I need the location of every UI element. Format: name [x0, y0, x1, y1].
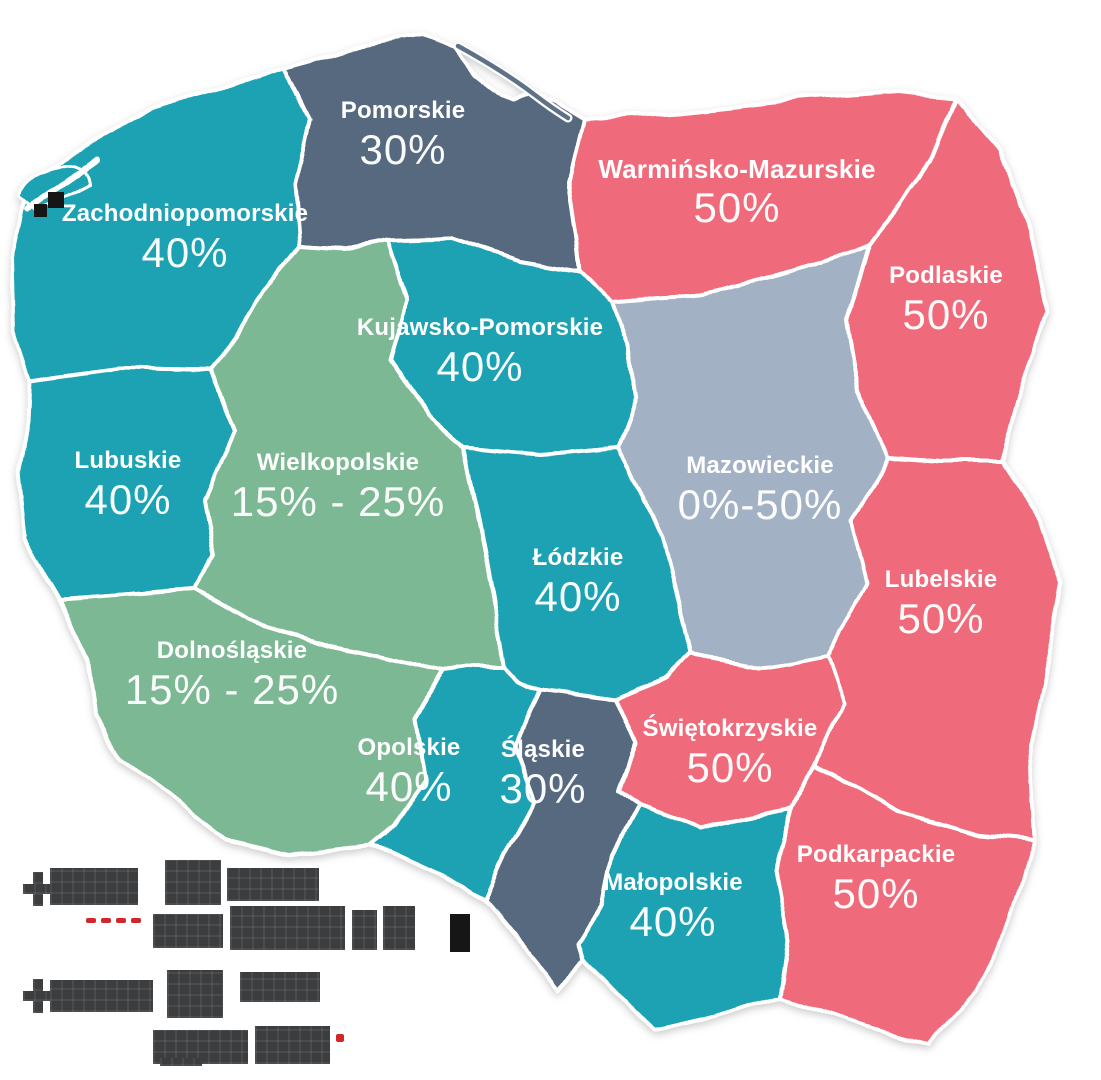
region-malopolskie	[576, 803, 794, 1034]
censor-block	[34, 204, 47, 217]
region-label-opolskie: Opolskie 40%	[358, 734, 461, 810]
region-value: 15% - 25%	[124, 666, 340, 713]
region-value: 30%	[499, 765, 587, 812]
legend-red-dash	[131, 918, 141, 923]
legend-red-dash	[101, 918, 111, 923]
region-label-podkarpackie: Podkarpackie 50%	[797, 841, 955, 917]
region-value: 50%	[686, 744, 774, 791]
region-name: Kujawsko-Pomorskie	[356, 314, 604, 341]
redacted-text-block	[160, 1058, 202, 1066]
region-label-pomorskie: Pomorskie 30%	[341, 97, 466, 173]
region-podkarpackie	[773, 763, 1037, 1047]
redacted-text-block	[230, 906, 345, 950]
censor-block	[48, 192, 64, 208]
region-label-podlaskie: Podlaskie 50%	[889, 262, 1003, 338]
region-value: 40%	[534, 573, 622, 620]
region-label-warminsko-mazurskie: Warmińsko-Mazurskie 50%	[598, 155, 875, 231]
region-label-kujawsko-pomorskie: Kujawsko-Pomorskie 40%	[357, 314, 603, 390]
region-value: 50%	[693, 184, 781, 231]
redacted-text-block	[165, 860, 221, 905]
region-value: 40%	[365, 763, 453, 810]
region-name: Pomorskie	[340, 97, 466, 124]
region-name: Wielkopolskie	[256, 449, 420, 476]
region-name: Opolskie	[357, 734, 461, 761]
redacted-text-block	[153, 914, 223, 948]
region-name: Mazowieckie	[686, 452, 834, 479]
region-value: 0%-50%	[677, 481, 843, 528]
region-label-dolnoslaskie: Dolnośląskie 15% - 25%	[125, 637, 339, 713]
region-label-malopolskie: Małopolskie 40%	[603, 869, 743, 945]
redacted-text-block	[50, 868, 138, 905]
legend-red-dash	[86, 918, 96, 923]
region-name: Podlaskie	[889, 262, 1003, 289]
region-label-mazowieckie: Mazowieckie 0%-50%	[678, 452, 843, 528]
region-name: Zachodniopomorskie	[61, 200, 309, 227]
region-name: Lubuskie	[74, 447, 182, 474]
region-name: Lubelskie	[884, 566, 998, 593]
region-label-slaskie: Śląskie 30%	[499, 736, 586, 812]
redacted-text-block	[383, 906, 415, 950]
lagoon-channel	[25, 157, 99, 211]
region-value: 40%	[629, 898, 717, 945]
region-label-zachodniopomorskie: Zachodniopomorskie 40%	[62, 200, 308, 276]
redacted-text-block	[240, 972, 320, 1002]
redacted-text-block	[352, 910, 377, 950]
region-value: 15% - 25%	[230, 478, 446, 525]
region-name: Świętokrzyskie	[642, 715, 818, 742]
region-label-lubelskie: Lubelskie 50%	[885, 566, 998, 642]
region-value: 40%	[141, 229, 229, 276]
region-label-lodzkie: Łódzkie 40%	[533, 544, 624, 620]
region-label-lubuskie: Lubuskie 40%	[75, 447, 182, 523]
redacted-text-block	[255, 1026, 330, 1064]
redacted-text-block	[167, 970, 223, 1018]
region-label-swietokrzyskie: Świętokrzyskie 50%	[643, 715, 818, 791]
region-dolnoslaskie	[58, 588, 447, 857]
region-value: 40%	[436, 343, 524, 390]
region-name: Małopolskie	[603, 869, 743, 896]
region-value: 50%	[897, 595, 985, 642]
censor-block	[450, 914, 470, 952]
region-value: 50%	[902, 291, 990, 338]
region-name: Dolnośląskie	[156, 637, 308, 664]
legend-red-asterisk	[336, 1034, 344, 1042]
redacted-text-block	[227, 868, 319, 901]
legend-red-dash	[116, 918, 126, 923]
redacted-text-block	[50, 980, 153, 1012]
region-label-wielkopolskie: Wielkopolskie 15% - 25%	[231, 449, 445, 525]
region-name: Podkarpackie	[796, 841, 956, 868]
region-name: Warmińsko-Mazurskie	[598, 154, 876, 184]
region-name: Śląskie	[500, 736, 586, 763]
region-value: 30%	[359, 126, 447, 173]
region-name: Łódzkie	[532, 544, 624, 571]
region-value: 50%	[832, 870, 920, 917]
region-value: 40%	[84, 476, 172, 523]
hel-spit-icon	[455, 43, 571, 121]
legend-plus-icon	[23, 991, 53, 1001]
legend-plus-icon	[23, 884, 53, 894]
